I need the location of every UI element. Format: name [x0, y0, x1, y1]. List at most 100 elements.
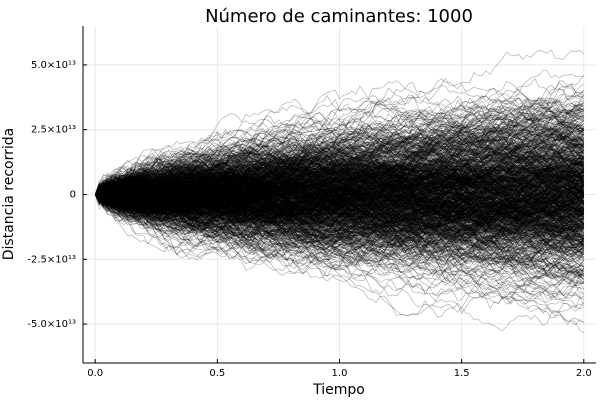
walker-line — [94, 182, 585, 269]
walker-line — [95, 180, 584, 242]
walker-line — [95, 169, 585, 219]
walker-line — [95, 185, 585, 239]
walker-line — [95, 179, 584, 230]
walker-line — [95, 131, 584, 212]
walker-line — [94, 172, 584, 259]
walker-line — [95, 160, 584, 221]
walker-line — [95, 163, 584, 210]
walker-line — [95, 183, 584, 227]
walker-line — [95, 182, 585, 249]
walker-line — [95, 162, 585, 202]
walker-line — [94, 168, 584, 213]
walker-line — [94, 187, 584, 244]
walker-line — [95, 132, 585, 213]
walker-line — [94, 110, 585, 195]
walker-line — [95, 171, 584, 225]
walker-line — [94, 187, 585, 248]
walker-line — [94, 110, 584, 206]
walker-line — [94, 194, 585, 281]
walker-line — [94, 174, 585, 248]
walker-line — [95, 102, 584, 201]
walker-line — [95, 169, 585, 213]
walker-line — [95, 166, 584, 211]
walker-line — [95, 190, 585, 297]
walker-line — [94, 109, 584, 199]
walker-line — [95, 161, 585, 205]
walker-line — [94, 179, 585, 219]
walker-line — [95, 142, 584, 195]
walker-line — [94, 171, 585, 212]
walker-line — [95, 152, 585, 206]
walker-line — [95, 187, 585, 270]
walker-line — [94, 194, 584, 247]
walker-line — [95, 193, 584, 256]
walker-line — [94, 155, 584, 227]
walker-line — [95, 173, 584, 219]
walker-line — [95, 178, 585, 270]
walker-line — [95, 181, 584, 222]
walker-line — [94, 164, 585, 204]
walker-line — [95, 178, 584, 212]
walker-line — [94, 194, 585, 277]
walker-line — [95, 191, 584, 250]
walker-line — [95, 163, 584, 235]
walker-line — [95, 127, 584, 205]
walker-line — [95, 189, 584, 283]
walker-line — [94, 187, 585, 240]
walker-line — [95, 121, 585, 200]
walker-line — [94, 169, 584, 205]
walker-line — [94, 128, 585, 205]
walker-line — [95, 192, 584, 246]
walker-line — [94, 168, 584, 219]
walker-line — [95, 149, 584, 204]
walker-line — [95, 188, 584, 230]
walker-line — [95, 181, 584, 218]
walker-line — [95, 112, 584, 214]
walker-line — [95, 181, 584, 227]
walker-line — [95, 149, 585, 228]
walker-line — [94, 194, 584, 252]
y-tick-label: -2.5×10¹³ — [27, 254, 76, 265]
walker-line — [94, 151, 585, 217]
walker-line — [95, 164, 585, 214]
walker-line — [95, 160, 585, 196]
walker-line — [95, 150, 584, 211]
walker-line — [95, 194, 585, 268]
walker-line — [95, 182, 585, 240]
walker-line — [94, 151, 584, 195]
walker-line — [94, 167, 584, 221]
walker-line — [94, 143, 584, 201]
walker-line — [95, 174, 585, 208]
walker-line — [94, 121, 584, 195]
walker-line — [94, 188, 584, 292]
walker-line — [94, 183, 584, 223]
walker-line — [94, 183, 584, 265]
walker-line — [95, 174, 584, 221]
walker-line — [95, 194, 585, 332]
walker-line — [94, 165, 585, 212]
walker-line — [94, 174, 584, 246]
walker-line — [95, 150, 584, 221]
walker-line — [95, 136, 585, 226]
walker-line — [94, 181, 585, 222]
walker-line — [95, 166, 584, 206]
walker-line — [95, 153, 584, 196]
walker-line — [95, 167, 585, 216]
walker-line — [94, 136, 585, 205]
walker-line — [95, 185, 585, 232]
walker-line — [94, 157, 585, 213]
walker-line — [95, 185, 584, 235]
walker-line — [95, 111, 584, 216]
walker-line — [94, 161, 585, 227]
walker-line — [95, 171, 585, 223]
walker-line — [95, 177, 584, 234]
walker-line — [95, 156, 585, 222]
walker-line — [95, 128, 584, 197]
walker-line — [94, 194, 585, 250]
walker-line — [95, 100, 585, 203]
walker-line — [94, 186, 584, 262]
walker-line — [94, 147, 584, 220]
walker-line — [95, 185, 584, 284]
walker-line — [95, 125, 584, 196]
